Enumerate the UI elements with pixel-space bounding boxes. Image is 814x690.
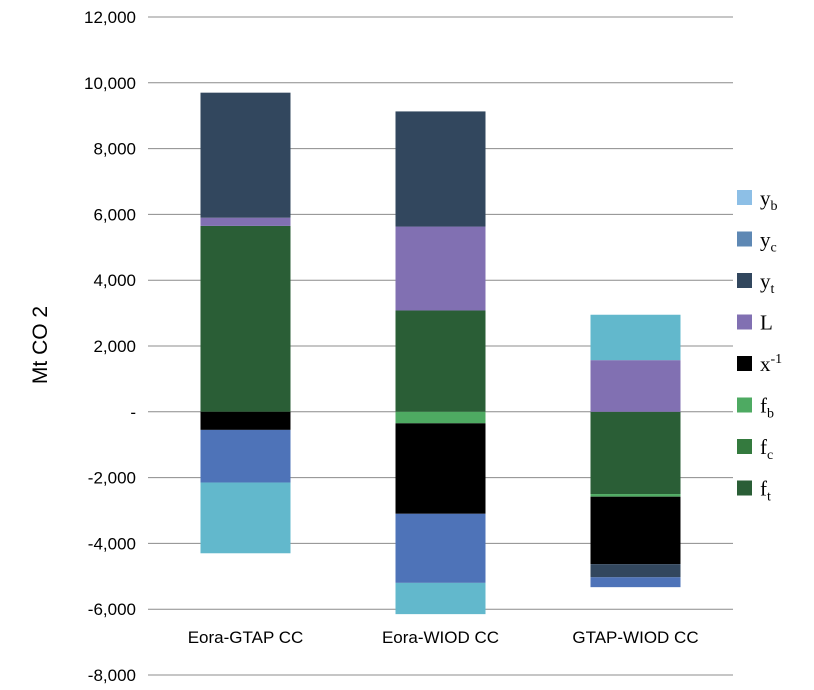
bar-segment-y-c xyxy=(200,429,291,483)
x-axis-categories: Eora-GTAP CC Eora-WIOD CC GTAP-WIOD CC xyxy=(188,628,699,647)
bar-segment-y-c xyxy=(395,513,486,583)
legend-label: L xyxy=(760,311,773,335)
legend-swatch xyxy=(737,480,752,496)
bar-segment-f-b xyxy=(590,494,681,497)
bar-segment-y-b xyxy=(200,482,291,554)
bar-segment-x-inv xyxy=(200,411,291,430)
y-axis-ticks: -8,000-6,000-4,000-2,000-2,0004,0006,000… xyxy=(84,8,136,685)
legend-item-f-c: fc xyxy=(737,435,773,463)
bar-segment-f-t xyxy=(395,310,486,412)
bar-segment-f-t xyxy=(590,411,681,495)
y-tick-label: 8,000 xyxy=(93,140,136,159)
legend-label: yc xyxy=(760,228,777,256)
bar-segment-f-b xyxy=(395,411,486,424)
legend-swatch xyxy=(737,231,752,247)
legend-swatch xyxy=(737,439,752,454)
legend-item-L: L xyxy=(737,311,773,335)
bar-segment-L xyxy=(200,217,291,226)
y-tick-label: 10,000 xyxy=(84,74,136,93)
bar-segment-y-t xyxy=(590,564,681,578)
y-tick-label: -4,000 xyxy=(88,534,136,553)
legend-label: yt xyxy=(760,269,775,297)
legend-label: ft xyxy=(760,477,771,505)
y-tick-label: -6,000 xyxy=(88,600,136,619)
bar-segment-L xyxy=(395,226,486,311)
bar-segment-L xyxy=(590,360,681,412)
bar-segment-y-t xyxy=(200,92,291,218)
legend-item-x-inv: x-1 xyxy=(737,352,782,376)
bar-segment-y-b xyxy=(590,314,681,361)
legend-label: x-1 xyxy=(760,352,782,376)
legend-swatch xyxy=(737,397,752,413)
bar-segment-y-c xyxy=(590,577,681,588)
y-tick-label: -8,000 xyxy=(88,666,136,685)
legend-item-f-t: ft xyxy=(737,477,771,505)
legend-swatch xyxy=(737,356,752,371)
y-tick-label: 2,000 xyxy=(93,337,136,356)
bar-segment-f-t xyxy=(200,225,291,412)
legend-item-y-t: yt xyxy=(737,269,775,297)
bar-segment-y-b xyxy=(395,582,486,615)
bar-segment-y-t xyxy=(395,111,486,227)
y-tick-label: -2,000 xyxy=(88,469,136,488)
legend-item-y-c: yc xyxy=(737,228,777,256)
x-category-label: GTAP-WIOD CC xyxy=(572,628,698,647)
legend-swatch xyxy=(737,190,752,205)
y-tick-label: 12,000 xyxy=(84,8,136,27)
y-tick-label: 6,000 xyxy=(93,205,136,224)
legend-item-y-b: yb xyxy=(737,186,778,214)
y-axis-label: Mt CO 2 xyxy=(29,306,52,384)
bar-segment-x-inv xyxy=(395,423,486,514)
y-tick-label: 4,000 xyxy=(93,271,136,290)
y-tick-label: - xyxy=(130,403,136,422)
x-category-label: Eora-WIOD CC xyxy=(382,628,499,647)
legend-label: yb xyxy=(760,186,778,214)
bars xyxy=(200,92,681,615)
legend-swatch xyxy=(737,314,752,330)
legend-item-f-b: fb xyxy=(737,394,774,422)
legend-label: fb xyxy=(760,394,774,422)
legend-label: fc xyxy=(760,435,773,463)
bar-segment-x-inv xyxy=(590,496,681,565)
legend: yb yc yt Lx-1 fb fc ft xyxy=(737,186,782,505)
legend-swatch xyxy=(737,273,752,288)
x-category-label: Eora-GTAP CC xyxy=(188,628,304,647)
